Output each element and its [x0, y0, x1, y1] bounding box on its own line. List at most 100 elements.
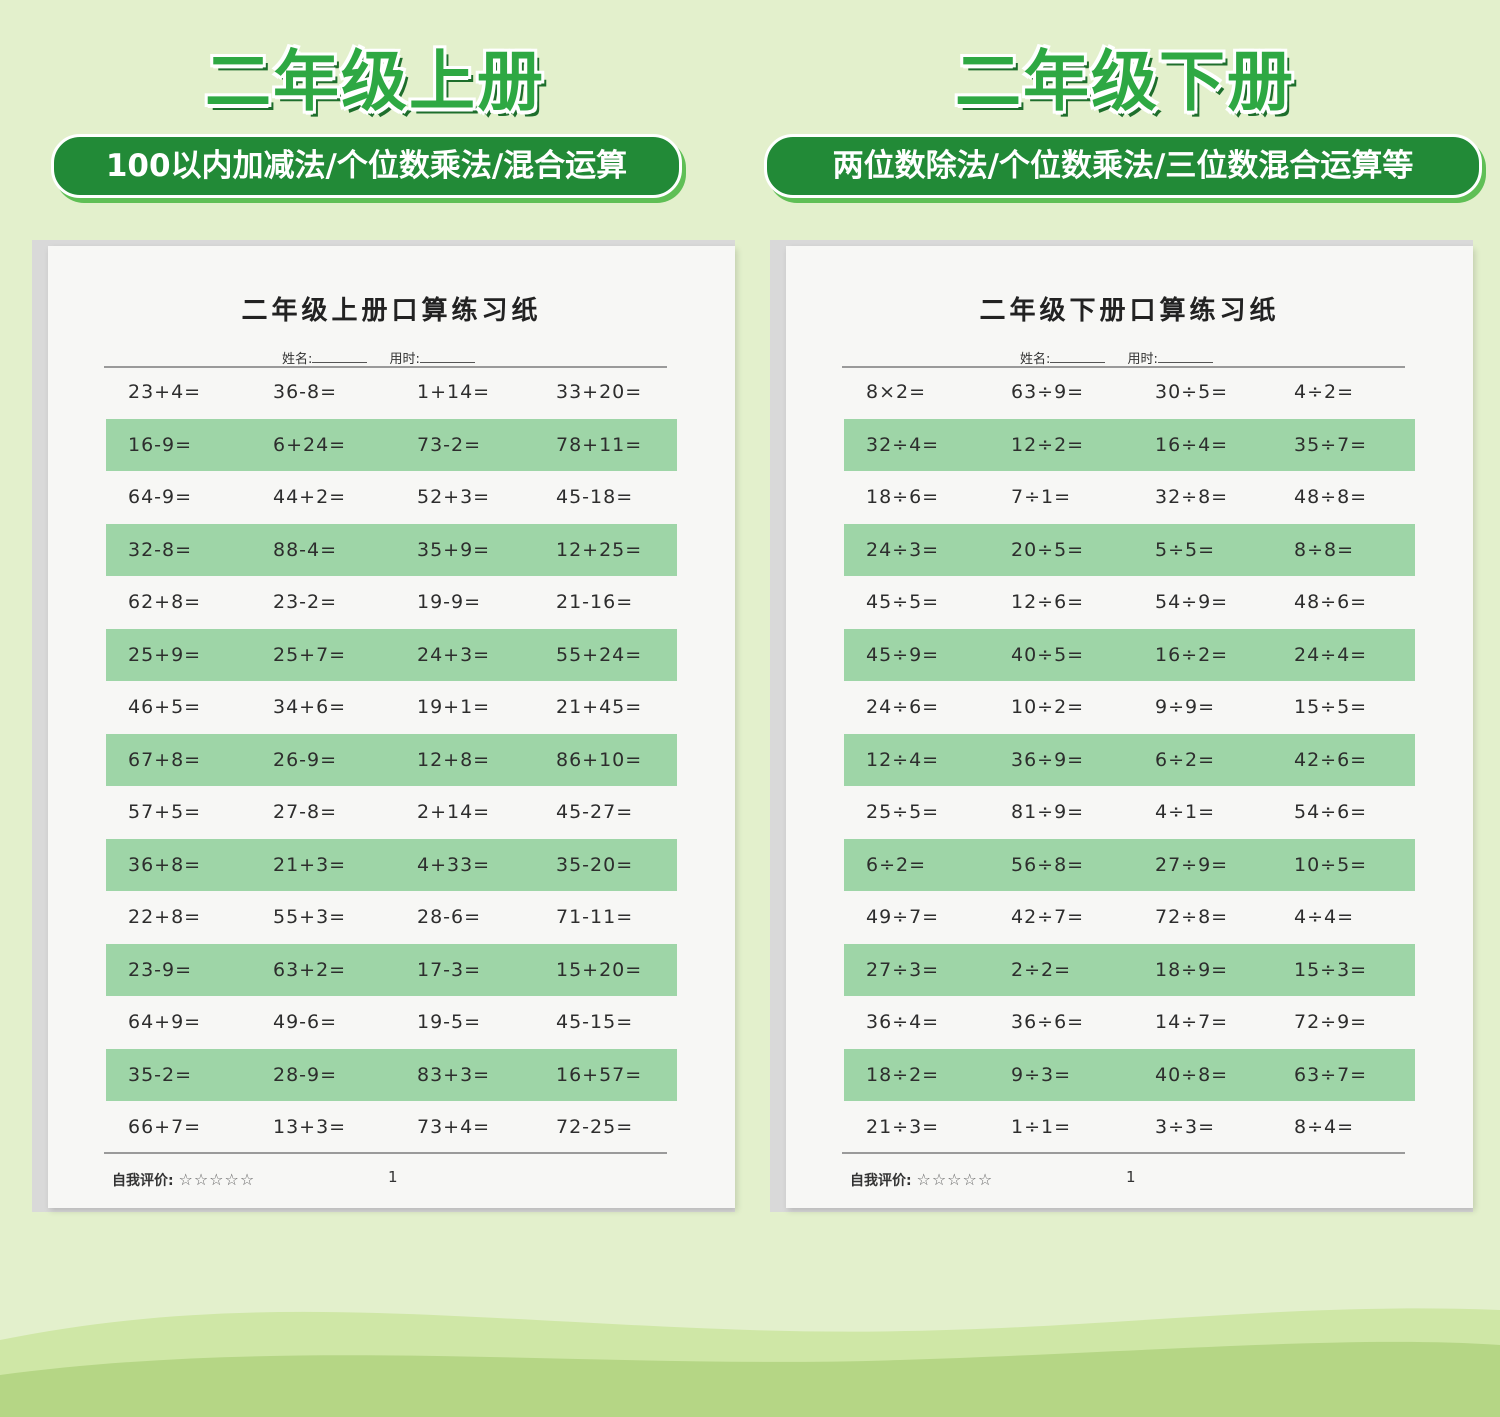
problem-cell: 8÷4= [1294, 1116, 1355, 1138]
problem-cell: 7÷1= [1011, 486, 1072, 508]
problem-cell: 8×2= [866, 381, 927, 403]
problem-row: 18÷2= 9÷3= 40÷8= 63÷7= [844, 1048, 1415, 1101]
problem-cell: 72÷8= [1155, 906, 1229, 928]
name-label: 姓名: [1020, 352, 1051, 367]
time-label: 用时: [1127, 352, 1158, 367]
problem-cell: 54÷9= [1155, 591, 1229, 613]
problem-row: 57+5= 27-8= 2+14= 45-27= [106, 786, 677, 839]
problem-cell: 63+2= [273, 958, 347, 981]
problem-row: 23+4= 36-8= 1+14= 33+20= [106, 366, 677, 419]
problem-row: 12÷4= 36÷9= 6÷2= 42÷6= [844, 733, 1415, 786]
self-eval: 自我评价: ☆☆☆☆☆ [112, 1170, 255, 1190]
problem-cell: 45-18= [556, 486, 634, 508]
problem-row: 22+8= 55+3= 28-6= 71-11= [106, 891, 677, 944]
problem-row: 25+9= 25+7= 24+3= 55+24= [106, 628, 677, 681]
problem-row: 24÷6= 10÷2= 9÷9= 15÷5= [844, 681, 1415, 734]
problem-cell: 23-2= [273, 591, 338, 613]
problem-cell: 9÷9= [1155, 696, 1216, 718]
problem-cell: 4÷4= [1294, 906, 1355, 928]
problem-cell: 33+20= [556, 381, 643, 403]
problem-cell: 18÷2= [866, 1063, 940, 1086]
problem-row: 32-8= 88-4= 35+9= 12+25= [106, 523, 677, 576]
problem-cell: 34+6= [273, 696, 347, 718]
problem-row: 66+7= 13+3= 73+4= 72-25= [106, 1101, 677, 1154]
self-eval: 自我评价: ☆☆☆☆☆ [850, 1170, 993, 1190]
problem-cell: 32÷8= [1155, 486, 1229, 508]
topics-banner: 100以内加减法/个位数乘法/混合运算 [51, 134, 682, 198]
problem-cell: 64-9= [128, 486, 193, 508]
problem-cell: 12+8= [417, 748, 491, 771]
problem-cell: 12÷6= [1011, 591, 1085, 613]
problem-cell: 66+7= [128, 1116, 202, 1138]
problem-cell: 27-8= [273, 801, 338, 823]
problem-cell: 15+20= [556, 958, 643, 981]
problem-cell: 49÷7= [866, 906, 940, 928]
problem-cell: 21÷3= [866, 1116, 940, 1138]
problem-cell: 26-9= [273, 748, 338, 771]
problem-cell: 1+14= [417, 381, 491, 403]
problem-cell: 55+3= [273, 906, 347, 928]
problem-cell: 21+45= [556, 696, 643, 718]
problem-row: 18÷6= 7÷1= 32÷8= 48÷8= [844, 471, 1415, 524]
time-blank [1157, 352, 1213, 363]
problem-row: 8×2= 63÷9= 30÷5= 4÷2= [844, 366, 1415, 419]
topics-banner: 两位数除法/个位数乘法/三位数混合运算等 [764, 134, 1482, 198]
problem-cell: 27÷3= [866, 958, 940, 981]
problem-row: 46+5= 34+6= 19+1= 21+45= [106, 681, 677, 734]
problem-cell: 25÷5= [866, 801, 940, 823]
problem-cell: 19-5= [417, 1011, 482, 1033]
problem-cell: 45÷5= [866, 591, 940, 613]
problem-cell: 28-9= [273, 1063, 338, 1086]
problem-row: 24÷3= 20÷5= 5÷5= 8÷8= [844, 523, 1415, 576]
volume-heading: 二年级上册 [205, 43, 545, 120]
problem-cell: 49-6= [273, 1011, 338, 1033]
panel-grade2-volume2: 二年级下册 两位数除法/个位数乘法/三位数混合运算等 二年级下册口算练习纸 姓名… [750, 0, 1500, 1417]
worksheet: 二年级下册口算练习纸 姓名: 用时: 8×2= 63÷9= 30÷5= 4÷2= 32÷… [786, 246, 1473, 1208]
problem-table: 23+4= 36-8= 1+14= 33+20= 16-9= 6+24= 73-2= 78+1… [106, 366, 677, 1154]
problem-cell: 55+24= [556, 643, 643, 666]
problem-cell: 19+1= [417, 696, 491, 718]
problem-cell: 71-11= [556, 906, 634, 928]
problem-cell: 78+11= [556, 433, 643, 456]
problem-cell: 17-3= [417, 958, 482, 981]
panel-grade2-volume1: 二年级上册 100以内加减法/个位数乘法/混合运算 二年级上册口算练习纸 姓名:… [32, 43, 735, 1212]
problem-cell: 56÷8= [1011, 853, 1085, 876]
problem-cell: 45-15= [556, 1011, 634, 1033]
problem-row: 35-2= 28-9= 83+3= 16+57= [106, 1048, 677, 1101]
problem-cell: 28-6= [417, 906, 482, 928]
problem-row: 36÷4= 36÷6= 14÷7= 72÷9= [844, 996, 1415, 1049]
problem-cell: 15÷5= [1294, 696, 1368, 718]
problem-cell: 57+5= [128, 801, 202, 823]
bottom-divider [842, 1152, 1405, 1154]
problem-cell: 40÷8= [1155, 1063, 1229, 1086]
bottom-divider [104, 1152, 667, 1154]
problem-cell: 16÷4= [1155, 433, 1229, 456]
problem-cell: 45÷9= [866, 643, 940, 666]
problem-cell: 44+2= [273, 486, 347, 508]
problem-cell: 42÷6= [1294, 748, 1368, 771]
problem-cell: 23-9= [128, 958, 193, 981]
problem-cell: 24+3= [417, 643, 491, 666]
problem-cell: 6÷2= [866, 853, 927, 876]
problem-cell: 30÷5= [1155, 381, 1229, 403]
problem-cell: 63÷7= [1294, 1063, 1368, 1086]
problem-cell: 23+4= [128, 381, 202, 403]
page-number: 1 [1126, 1168, 1136, 1186]
problem-cell: 32÷4= [866, 433, 940, 456]
name-blank [312, 352, 368, 363]
problem-cell: 88-4= [273, 538, 338, 561]
problem-cell: 6÷2= [1155, 748, 1216, 771]
problem-cell: 42÷7= [1011, 906, 1085, 928]
problem-cell: 2+14= [417, 801, 491, 823]
problem-row: 16-9= 6+24= 73-2= 78+11= [106, 418, 677, 471]
time-label: 用时: [389, 352, 420, 367]
problem-cell: 25+9= [128, 643, 202, 666]
problem-cell: 6+24= [273, 433, 347, 456]
problem-cell: 52+3= [417, 486, 491, 508]
problem-cell: 20÷5= [1011, 538, 1085, 561]
page-number: 1 [388, 1168, 398, 1186]
problem-cell: 2÷2= [1011, 958, 1072, 981]
problem-cell: 12÷4= [866, 748, 940, 771]
problem-cell: 24÷4= [1294, 643, 1368, 666]
